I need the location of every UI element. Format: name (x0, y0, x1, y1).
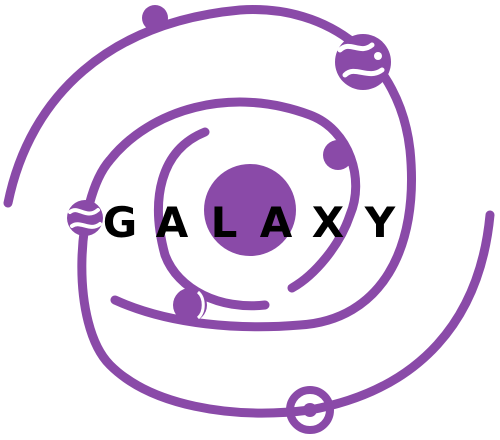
second-orbit (82, 102, 490, 413)
planet-top (142, 5, 168, 31)
planet-right (323, 140, 353, 170)
wordmark-letter: L (204, 198, 244, 248)
wordmark-letter: Y (360, 198, 400, 248)
wordmark-letter: X (308, 198, 348, 248)
wordmark-letter: G (100, 198, 140, 248)
wordmark-letter: A (152, 198, 192, 248)
patterned-planet-left (67, 200, 103, 236)
galaxy-wordmark: G A L A X Y (100, 198, 400, 248)
patterned-planet-upper-right (335, 34, 391, 90)
wordmark-letter: A (256, 198, 296, 248)
planet-lower-inner (173, 288, 207, 322)
